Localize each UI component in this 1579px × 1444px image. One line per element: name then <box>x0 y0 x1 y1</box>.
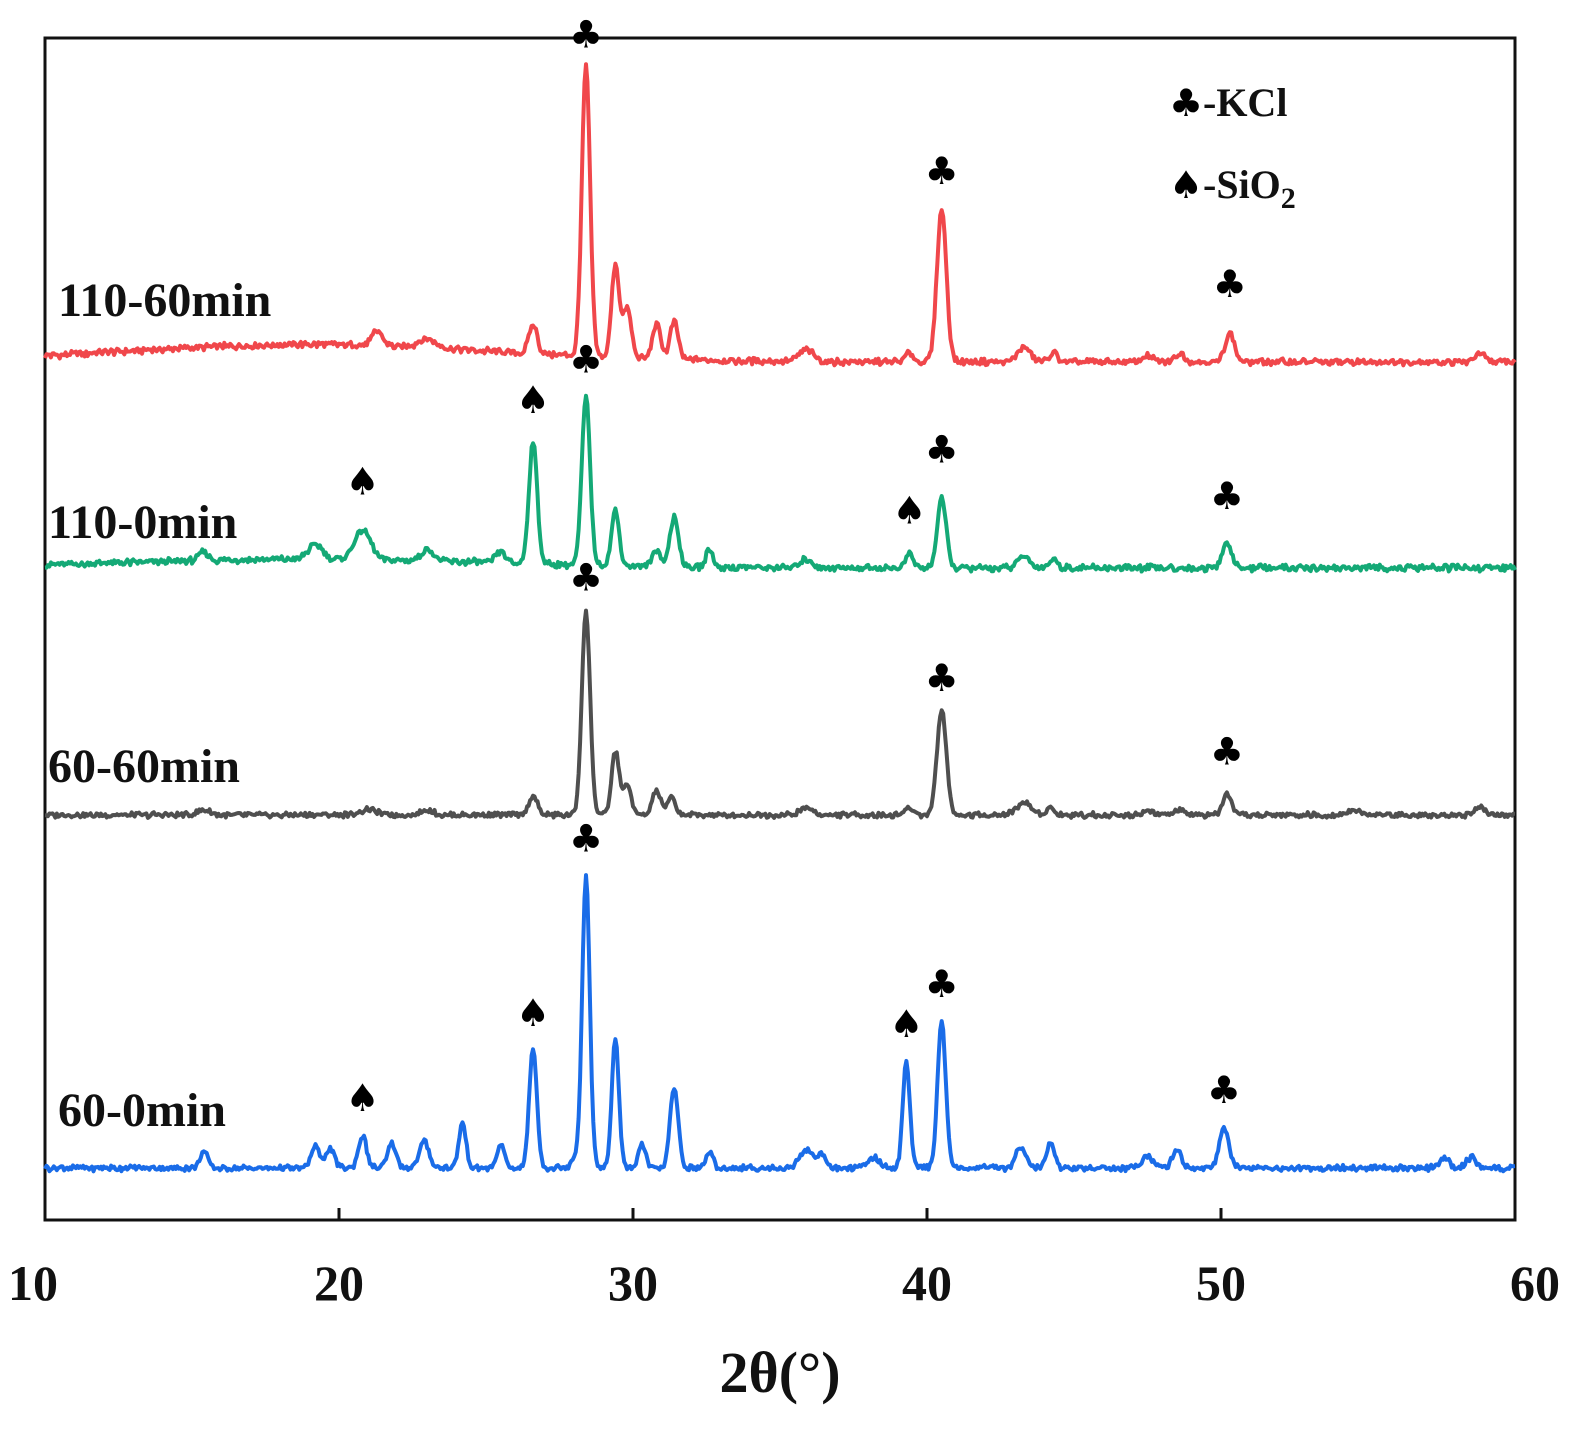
kcl-marker-110-0min-5: ♣ <box>1210 474 1244 518</box>
sio2-marker-110-0min-3: ♠ <box>892 488 926 532</box>
series-label-60-0min: 60-0min <box>58 1084 226 1137</box>
kcl-marker-60-60min-1: ♣ <box>925 656 959 700</box>
legend-sio2-label: -SiO2 <box>1203 162 1296 215</box>
legend: ♣ -KCl ♠ -SiO2 <box>1169 80 1296 215</box>
sio2-marker-110-0min-0: ♠ <box>345 459 379 503</box>
series-line-110-0min <box>44 393 1517 574</box>
x-tick-label-20: 20 <box>314 1255 364 1311</box>
x-tick-label-60: 60 <box>1510 1255 1560 1311</box>
sio2-marker-110-0min-1: ♠ <box>516 378 550 422</box>
kcl-marker-60-0min-4: ♣ <box>925 962 959 1006</box>
plot-frame <box>43 36 1517 1222</box>
kcl-marker-110-0min-4: ♣ <box>925 428 959 472</box>
kcl-marker-60-0min-5: ♣ <box>1207 1068 1241 1112</box>
x-axis: 10 20 30 40 50 60 <box>8 1208 1560 1311</box>
kcl-marker-60-0min-2: ♣ <box>569 816 603 860</box>
kcl-marker-60-60min-0: ♣ <box>569 556 603 600</box>
series-label-60-60min: 60-60min <box>48 740 240 793</box>
series-line-60-0min <box>43 873 1516 1174</box>
legend-kcl-label: -KCl <box>1203 80 1287 125</box>
legend-sio2-text: -SiO <box>1203 162 1281 207</box>
kcl-marker-60-60min-2: ♣ <box>1210 730 1244 774</box>
sio2-marker-60-0min-0: ♠ <box>345 1076 379 1120</box>
x-tick-label-30: 30 <box>608 1255 658 1311</box>
legend-sio2-symbol: ♠ <box>1169 163 1203 207</box>
x-tick-label-50: 50 <box>1196 1255 1246 1311</box>
x-tick-label-40: 40 <box>902 1255 952 1311</box>
kcl-marker-110-60min-1: ♣ <box>925 149 959 193</box>
kcl-marker-110-60min-2: ♣ <box>1213 262 1247 306</box>
series-line-60-60min <box>44 608 1516 820</box>
sio2-marker-60-0min-1: ♠ <box>516 991 550 1035</box>
series-label-110-60min: 110-60min <box>58 274 271 327</box>
x-axis-title: 2θ(°) <box>719 1340 840 1405</box>
kcl-marker-110-60min-0: ♣ <box>569 13 603 57</box>
legend-sio2-subscript: 2 <box>1281 182 1296 215</box>
series-layer: 110-60min 110-0min 60-60min 60-0min <box>43 62 1517 1174</box>
sio2-marker-60-0min-3: ♠ <box>889 1002 923 1046</box>
legend-kcl-symbol: ♣ <box>1169 81 1203 125</box>
series-line-110-60min <box>43 62 1517 368</box>
x-tick-label-10: 10 <box>8 1255 58 1311</box>
marker-layer: ♣♣♣♠♠♣♠♣♣♣♣♣♠♠♣♠♣♣ <box>345 13 1246 1120</box>
kcl-marker-110-0min-2: ♣ <box>569 338 603 382</box>
series-label-110-0min: 110-0min <box>48 496 237 549</box>
